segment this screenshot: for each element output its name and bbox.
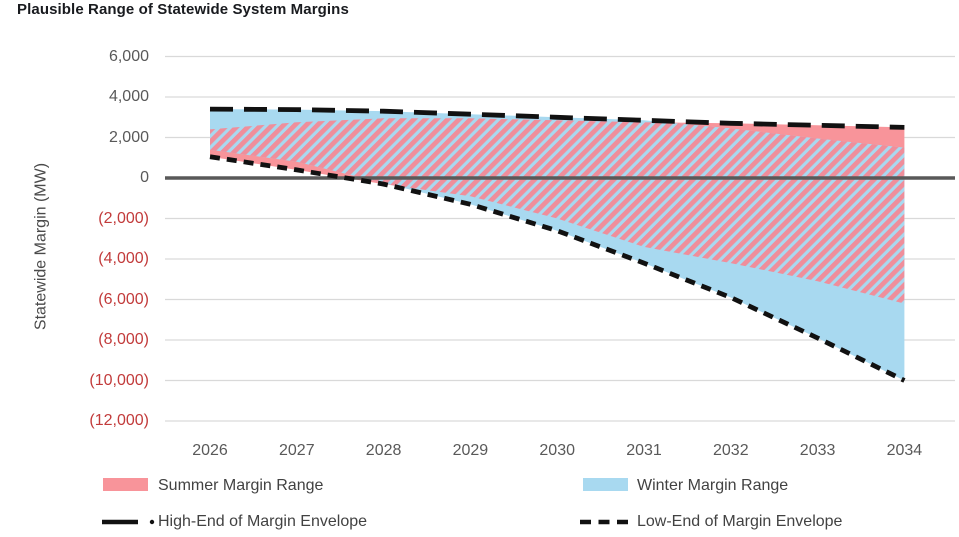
summer-winter-overlap-hatch — [210, 118, 905, 304]
plot-area — [165, 55, 955, 422]
y-tick-label: 4,000 — [108, 88, 149, 105]
chart-title: Plausible Range of Statewide System Marg… — [17, 1, 349, 18]
x-tick-label: 2033 — [799, 442, 836, 459]
long-dash-line-icon — [102, 519, 155, 525]
y-tick-label: 2,000 — [108, 128, 149, 146]
short-dash-line-icon — [580, 519, 630, 525]
x-tick-label: 2028 — [365, 442, 402, 459]
x-tick-label: 2026 — [192, 442, 228, 459]
y-tick-label: (10,000) — [89, 371, 149, 389]
legend-label-low-end: Low-End of Margin Envelope — [637, 513, 843, 530]
x-tick-label: 2027 — [279, 442, 315, 459]
winter-swatch-icon — [583, 478, 628, 491]
y-tick-label: (4,000) — [98, 250, 149, 267]
legend-label-summer: Summer Margin Range — [158, 477, 324, 494]
x-tick-label: 2031 — [626, 442, 662, 459]
summer-swatch-icon — [103, 478, 148, 491]
y-tick-label: 0 — [140, 169, 149, 186]
y-tick-label: 6,000 — [108, 47, 149, 65]
y-tick-label: (2,000) — [98, 209, 149, 227]
x-tick-label: 2032 — [713, 442, 749, 459]
y-tick-label: (12,000) — [89, 412, 149, 429]
y-tick-label: (6,000) — [98, 290, 149, 308]
x-tick-label: 2030 — [539, 442, 575, 459]
x-tick-label: 2034 — [886, 442, 923, 459]
legend-label-winter: Winter Margin Range — [637, 477, 789, 494]
legend-label-high-end: High-End of Margin Envelope — [158, 513, 368, 530]
x-tick-label: 2029 — [452, 442, 489, 459]
high-end-envelope-line — [209, 106, 905, 130]
y-tick-label: (8,000) — [98, 331, 149, 348]
